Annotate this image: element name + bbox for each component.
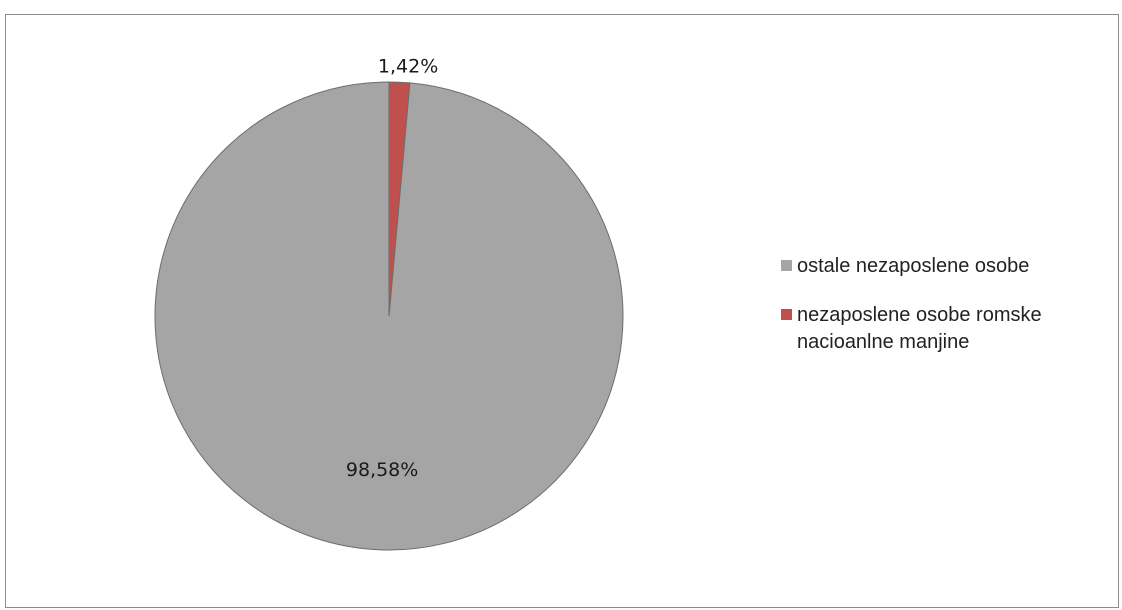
legend-swatch-icon [781,309,792,320]
pie-data-labels: 98,58% 1,42% [346,56,438,481]
legend-label-romske: nezaposlene osobe romske nacioanlne manj… [797,304,1042,353]
pie-slice-1 [388,81,411,317]
chart-legend: ostale nezaposlene osobe nezaposlene oso… [781,253,1116,378]
pie-slices [154,81,624,551]
legend-item-ostale: ostale nezaposlene osobe [781,253,1116,280]
legend-label-ostale: ostale nezaposlene osobe [797,255,1030,277]
pie-data-label-1: 1,42% [378,56,438,78]
pie-data-label-0: 98,58% [346,459,418,481]
legend-swatch-icon [781,260,792,271]
legend-item-romske: nezaposlene osobe romske nacioanlne manj… [781,302,1116,356]
